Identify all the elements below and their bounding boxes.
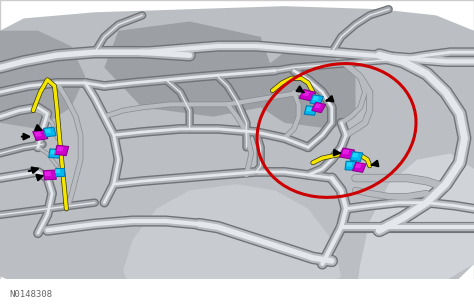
Polygon shape [306, 107, 312, 111]
Polygon shape [55, 169, 60, 173]
Polygon shape [57, 146, 64, 151]
Polygon shape [104, 21, 275, 117]
Polygon shape [44, 127, 56, 137]
Polygon shape [55, 145, 69, 156]
Text: N0148308: N0148308 [9, 290, 53, 299]
Polygon shape [355, 163, 362, 168]
Polygon shape [339, 148, 355, 159]
Polygon shape [0, 31, 85, 129]
Polygon shape [55, 168, 64, 176]
Polygon shape [33, 130, 48, 141]
Polygon shape [346, 162, 352, 167]
Polygon shape [304, 106, 317, 115]
Polygon shape [299, 90, 315, 101]
Polygon shape [261, 52, 356, 129]
Polygon shape [352, 153, 358, 157]
Polygon shape [34, 131, 42, 137]
Polygon shape [314, 103, 321, 108]
Polygon shape [345, 161, 356, 170]
Polygon shape [302, 91, 310, 96]
Polygon shape [0, 6, 474, 304]
Polygon shape [353, 162, 366, 172]
FancyBboxPatch shape [0, 279, 474, 307]
Polygon shape [49, 149, 60, 158]
Polygon shape [45, 171, 51, 176]
Polygon shape [123, 184, 341, 301]
Polygon shape [312, 96, 319, 101]
Polygon shape [50, 150, 56, 154]
Polygon shape [342, 149, 350, 155]
Polygon shape [45, 129, 51, 133]
Polygon shape [350, 152, 363, 161]
Polygon shape [43, 170, 56, 180]
Polygon shape [310, 95, 323, 105]
Polygon shape [356, 154, 474, 298]
Polygon shape [311, 102, 326, 113]
